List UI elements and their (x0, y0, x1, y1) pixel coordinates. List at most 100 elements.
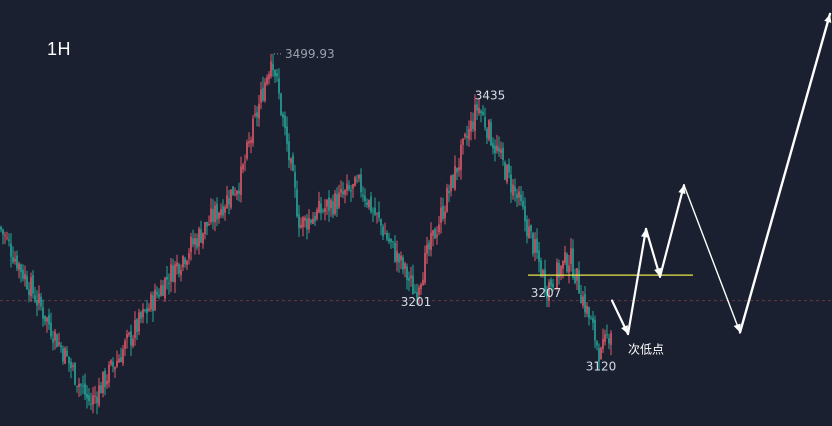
candle-body (536, 238, 538, 253)
candle-body (574, 276, 576, 284)
candle-body (306, 218, 308, 230)
candle-body (422, 279, 424, 286)
projection-arrowhead (824, 13, 832, 23)
candle-body (334, 193, 336, 214)
candle-body (514, 186, 516, 192)
candle-body (78, 383, 80, 387)
candle-body (62, 348, 64, 362)
candle-body (326, 199, 328, 207)
candle-body (366, 202, 368, 206)
candle-body (120, 357, 122, 362)
candle-body (150, 294, 152, 310)
candle-body (258, 104, 260, 119)
candle-body (530, 225, 532, 232)
candle-body (128, 332, 130, 335)
candle-body (346, 183, 348, 191)
candle-body (392, 241, 394, 243)
candle-body (196, 238, 198, 248)
candle-body (362, 194, 364, 197)
candle-body (70, 361, 72, 368)
candle-body (170, 264, 172, 282)
candle-body (106, 380, 108, 385)
candle-body (504, 162, 506, 180)
candle-body (462, 138, 464, 145)
support-label: 3207 (531, 286, 562, 300)
candle-body (160, 285, 162, 296)
candle-body (354, 177, 356, 187)
candle-body (446, 187, 448, 212)
candle-body (426, 244, 428, 254)
candle-body (222, 206, 224, 216)
candle-body (146, 308, 148, 314)
candle-body (82, 385, 84, 387)
candle-body (580, 295, 582, 304)
candle-body (408, 277, 410, 281)
candle-body (324, 208, 326, 212)
secondary-low-annotation: 次低点 (628, 342, 664, 356)
candle-body (44, 315, 46, 322)
candle-body (56, 334, 58, 348)
candle-body (576, 268, 578, 281)
candle-body (370, 196, 372, 212)
candle-body (182, 256, 184, 268)
candle-body (212, 209, 214, 222)
candle-body (544, 269, 546, 292)
candle-body (604, 334, 606, 343)
candle-body (364, 195, 366, 202)
candle-body (600, 347, 602, 360)
candle-body (246, 142, 248, 159)
candle-body (414, 291, 416, 293)
candle-body (352, 184, 354, 189)
candle-body (76, 385, 78, 387)
candle-body (394, 242, 396, 262)
candle-body (300, 224, 302, 228)
candle-body (558, 262, 560, 278)
candle-body (242, 164, 244, 170)
candle-body (594, 319, 596, 341)
candle-body (442, 206, 444, 219)
candle-body (214, 205, 216, 223)
candle-body (478, 107, 480, 114)
candle-body (438, 224, 440, 233)
candle-body (12, 257, 14, 262)
candle-body (476, 104, 478, 111)
candle-body (448, 190, 450, 194)
candle-body (204, 222, 206, 234)
candle-body (298, 214, 300, 228)
candle-body (282, 113, 284, 118)
candle-body (178, 264, 180, 274)
candle-body (468, 129, 470, 140)
candle-body (92, 395, 94, 405)
candle-body (10, 243, 12, 257)
candle-body (114, 366, 116, 370)
candle-body (598, 348, 600, 362)
projection-segment (644, 227, 662, 278)
candle-body (224, 207, 226, 213)
candle-body (284, 115, 286, 129)
candle-body (130, 331, 132, 346)
candle-body (546, 289, 548, 299)
candle-body (96, 396, 98, 404)
candle-body (244, 161, 246, 163)
candle-body (108, 364, 110, 383)
candle-body (254, 113, 256, 116)
candle-body (132, 338, 134, 347)
candle-body (100, 385, 102, 394)
candle-body (502, 147, 504, 160)
candle-body (232, 186, 234, 196)
candle-body (26, 275, 28, 290)
candle-body (166, 276, 168, 280)
candle-body (434, 228, 436, 239)
candle-body (444, 211, 446, 219)
candle-body (162, 285, 164, 296)
candle-body (38, 293, 40, 304)
candle-body (490, 122, 492, 146)
candle-body (360, 174, 362, 193)
candle-body (420, 284, 422, 290)
candle-body (602, 338, 604, 349)
candle-body (46, 317, 48, 322)
candle-body (550, 279, 552, 287)
candle-body (492, 143, 494, 149)
candle-body (404, 263, 406, 269)
candle-body (144, 309, 146, 311)
